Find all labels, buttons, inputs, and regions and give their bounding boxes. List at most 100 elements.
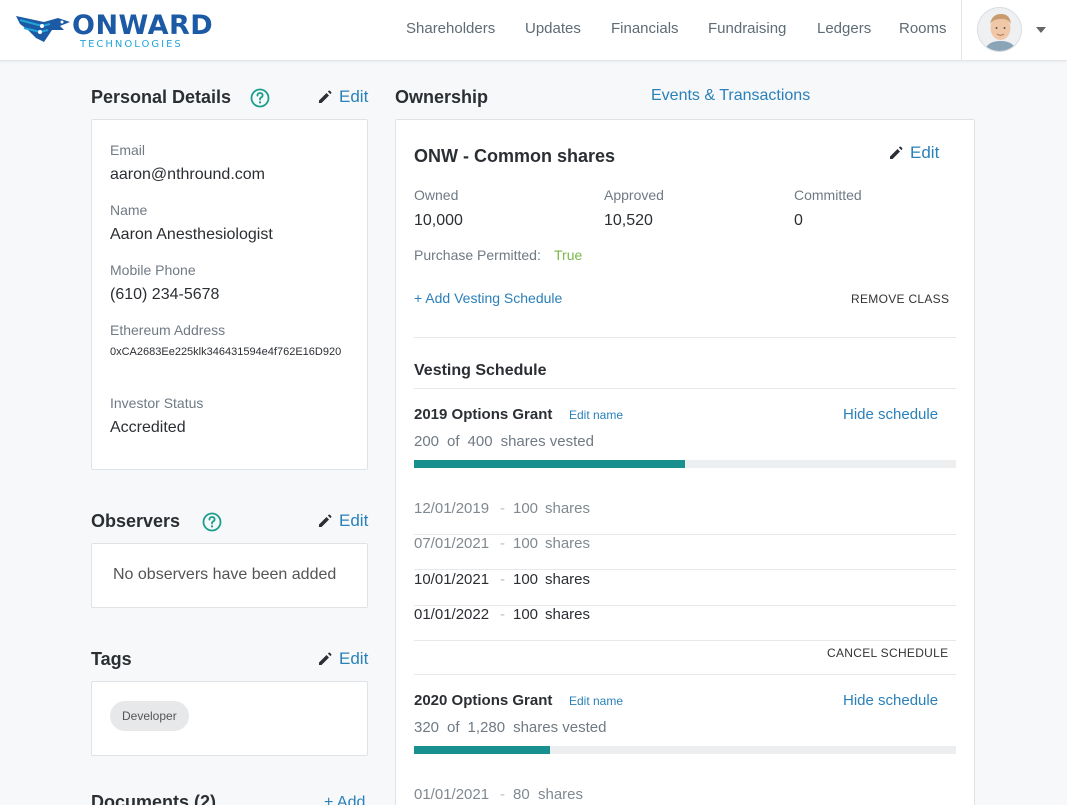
edit-label: Edit bbox=[339, 511, 369, 530]
vesting-unit: shares bbox=[545, 571, 591, 588]
vesting-row: 10/01/2021 - 100 shares bbox=[414, 571, 956, 606]
of-text: of bbox=[447, 433, 460, 450]
ethereum-label: Ethereum Address bbox=[110, 322, 226, 338]
approved-value: 10,520 bbox=[604, 212, 653, 229]
purchase-permitted-label: Purchase Permitted: bbox=[414, 247, 541, 263]
vesting-unit: shares bbox=[538, 786, 584, 803]
vested-count: 200 bbox=[414, 433, 440, 450]
name-value: Aaron Anesthesiologist bbox=[110, 226, 273, 243]
edit-grant-name-button[interactable]: Edit name bbox=[569, 408, 624, 422]
documents-add-button[interactable]: + Add bbox=[324, 794, 366, 805]
hide-schedule-button[interactable]: Hide schedule bbox=[843, 692, 939, 709]
pencil-icon bbox=[319, 652, 332, 665]
tags-edit-button[interactable]: Edit bbox=[317, 649, 368, 669]
logo-subtext: TECHNOLOGIES bbox=[80, 39, 183, 50]
owned-label: Owned bbox=[414, 187, 459, 203]
vesting-unit: shares bbox=[545, 535, 591, 552]
nav-fundraising[interactable]: Fundraising bbox=[708, 20, 787, 37]
vesting-amount: 100 bbox=[513, 606, 539, 623]
share-class-edit-button[interactable]: Edit bbox=[888, 143, 939, 163]
observers-edit-button[interactable]: Edit bbox=[317, 511, 368, 531]
vesting-date: 10/01/2021 bbox=[414, 571, 490, 588]
committed-label: Committed bbox=[794, 187, 862, 203]
divider bbox=[414, 605, 956, 606]
name-label: Name bbox=[110, 202, 148, 218]
vested-suffix: shares vested bbox=[500, 433, 594, 450]
grant-name: 2020 Options Grant bbox=[414, 692, 553, 709]
phone-label: Mobile Phone bbox=[110, 262, 196, 278]
vesting-unit: shares bbox=[545, 500, 591, 517]
nav-divider bbox=[961, 0, 962, 60]
pencil-icon bbox=[319, 514, 332, 527]
vested-summary: 200 of 400 shares vested bbox=[414, 433, 602, 450]
account-dropdown-caret-icon[interactable] bbox=[1036, 27, 1046, 33]
committed-value: 0 bbox=[794, 212, 803, 229]
ownership-card: ONW - Common shares Edit Owned 10,000 Ap… bbox=[395, 119, 975, 805]
nav-rooms[interactable]: Rooms bbox=[899, 20, 947, 37]
divider bbox=[414, 337, 956, 338]
total-count: 1,280 bbox=[467, 719, 506, 736]
observers-title: Observers bbox=[91, 511, 181, 531]
help-icon[interactable] bbox=[250, 88, 270, 108]
nav-financials[interactable]: Financials bbox=[611, 20, 679, 37]
divider bbox=[414, 674, 956, 675]
vesting-date: 12/01/2019 bbox=[414, 500, 490, 517]
divider bbox=[414, 569, 956, 570]
edit-label: Edit bbox=[339, 87, 369, 106]
observers-empty-text: No observers have been added bbox=[113, 566, 337, 583]
vesting-amount: 100 bbox=[513, 500, 539, 517]
edit-grant-name-button[interactable]: Edit name bbox=[569, 694, 624, 708]
company-logo[interactable]: ONWARD TECHNOLOGIES bbox=[14, 8, 213, 52]
grant-name: 2019 Options Grant bbox=[414, 406, 553, 423]
owned-value: 10,000 bbox=[414, 212, 463, 229]
vesting-row: 01/01/2021 - 80 shares bbox=[414, 786, 956, 805]
logo-text: ONWARD bbox=[72, 10, 214, 41]
pencil-icon bbox=[319, 90, 332, 103]
purchase-permitted-value: True bbox=[554, 247, 583, 263]
add-vesting-schedule-button[interactable]: + Add Vesting Schedule bbox=[414, 290, 563, 306]
vesting-progress-bar bbox=[414, 746, 956, 754]
vesting-row: 01/01/2022 - 100 shares bbox=[414, 606, 956, 641]
vesting-row: 07/01/2021 - 100 shares bbox=[414, 535, 956, 570]
email-value: aaron@nthround.com bbox=[110, 166, 265, 183]
nav-updates[interactable]: Updates bbox=[525, 20, 581, 37]
documents-title: Documents (2) bbox=[91, 792, 217, 805]
investor-status-value: Accredited bbox=[110, 419, 186, 436]
separator: - bbox=[500, 500, 505, 517]
personal-edit-button[interactable]: Edit bbox=[317, 87, 368, 107]
vesting-date: 01/01/2022 bbox=[414, 606, 490, 623]
vesting-unit: shares bbox=[545, 606, 591, 623]
divider bbox=[414, 388, 956, 389]
vested-count: 320 bbox=[414, 719, 440, 736]
cancel-schedule-button[interactable]: CANCEL SCHEDULE bbox=[827, 646, 949, 660]
divider bbox=[414, 640, 956, 641]
vesting-date: 07/01/2021 bbox=[414, 535, 490, 552]
eagle-logo-icon bbox=[16, 16, 70, 42]
phone-value: (610) 234-5678 bbox=[110, 286, 220, 303]
edit-label: Edit bbox=[910, 143, 940, 162]
top-navbar: ONWARD TECHNOLOGIES Shareholders Updates… bbox=[0, 0, 1067, 61]
tag-chip[interactable]: Developer bbox=[110, 701, 189, 731]
vesting-date: 01/01/2021 bbox=[414, 786, 490, 803]
vesting-row: 12/01/2019 - 100 shares bbox=[414, 500, 956, 535]
nav-ledgers[interactable]: Ledgers bbox=[817, 20, 872, 37]
user-avatar[interactable] bbox=[977, 7, 1022, 52]
remove-class-button[interactable]: REMOVE CLASS bbox=[851, 292, 950, 306]
vesting-amount: 100 bbox=[513, 535, 539, 552]
ownership-title: Ownership bbox=[395, 87, 489, 107]
ethereum-value: 0xCA2683Ee225klk346431594e4f762E16D920 bbox=[110, 346, 342, 358]
vesting-progress-fill bbox=[414, 746, 550, 754]
vesting-amount: 100 bbox=[513, 571, 539, 588]
help-icon[interactable] bbox=[202, 512, 222, 532]
pencil-icon bbox=[890, 146, 903, 159]
nav-shareholders[interactable]: Shareholders bbox=[406, 20, 496, 37]
events-transactions-link[interactable]: Events & Transactions bbox=[651, 87, 811, 104]
personal-details-card: Email aaron@nthround.com Name Aaron Anes… bbox=[91, 119, 368, 470]
separator: - bbox=[500, 535, 505, 552]
hide-schedule-button[interactable]: Hide schedule bbox=[843, 406, 939, 423]
vested-suffix: shares vested bbox=[513, 719, 607, 736]
of-text: of bbox=[447, 719, 460, 736]
observers-card: No observers have been added bbox=[91, 543, 368, 608]
separator: - bbox=[500, 606, 505, 623]
total-count: 400 bbox=[467, 433, 493, 450]
